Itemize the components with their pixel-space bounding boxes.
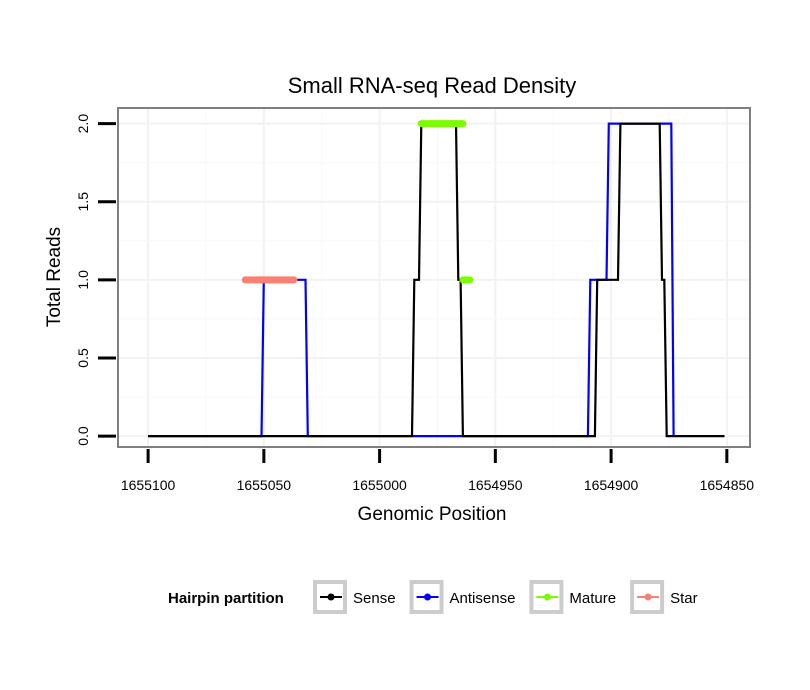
x-tick-label: 1654850 (700, 477, 755, 493)
plot-border (117, 107, 751, 448)
x-axis: 1655100 1655050 1655000 1654950 1654900 16548… (121, 449, 754, 493)
series-sense (148, 122, 725, 438)
legend-key-dot (543, 593, 551, 601)
legend-key-dot (424, 593, 432, 601)
legend-key-dot (327, 593, 335, 601)
series-layer (148, 122, 725, 438)
legend-key-dot (644, 593, 652, 601)
y-tick-label: 1.5 (75, 192, 91, 212)
y-axis: 0.0 0.5 1.0 1.5 2.0 (75, 114, 116, 446)
x-tick-label: 1654950 (468, 477, 523, 493)
legend-label: Mature (569, 590, 616, 607)
y-tick-label: 1.0 (75, 270, 91, 290)
x-tick-label: 1655000 (352, 477, 407, 493)
legend-entry-sense: Sense (313, 580, 396, 614)
legend-entry-antisense: Antisense (409, 580, 516, 614)
x-tick-label: 1655100 (121, 477, 176, 493)
legend-label: Antisense (450, 590, 516, 607)
legend-entry-mature: Mature (529, 580, 616, 614)
legend: Hairpin partition Sense Antisense Mature St… (168, 580, 698, 614)
x-tick-label: 1654900 (584, 477, 639, 493)
x-axis-label: Genomic Position (358, 504, 507, 525)
legend-title: Hairpin partition (168, 590, 284, 607)
legend-label: Star (670, 590, 698, 607)
x-tick-label: 1655050 (237, 477, 292, 493)
y-tick-label: 0.0 (75, 426, 91, 446)
y-tick-label: 2.0 (75, 114, 91, 134)
highlight-layer (241, 120, 474, 284)
y-tick-label: 0.5 (75, 348, 91, 368)
legend-entry-star: Star (630, 580, 698, 614)
plot-background (118, 108, 750, 447)
y-axis-label: Total Reads (44, 227, 65, 327)
chart-title: Small RNA-seq Read Density (288, 73, 577, 98)
legend-label: Sense (353, 590, 396, 607)
